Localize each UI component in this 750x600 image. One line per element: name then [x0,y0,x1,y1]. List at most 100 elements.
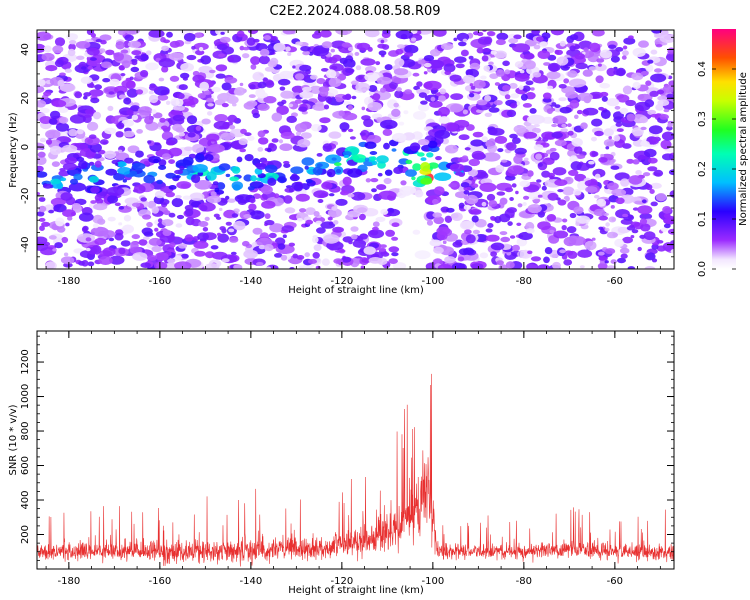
spectrogram-cell [470,263,484,269]
spectrogram-cell [155,252,169,261]
spectrogram-cell [283,160,290,165]
spectrogram-cell [405,169,417,177]
spectrogram-cell [341,256,352,263]
spectrogram-cell [41,52,55,62]
spectrogram-cell [460,182,470,188]
spectrogram-cell [451,212,463,221]
spectrogram-cell [367,229,385,239]
spectrogram-cell [285,46,291,52]
spectrogram-cell [519,69,525,74]
spectrogram-cell [620,178,630,187]
spectrogram-cell [192,70,200,77]
spectrogram-cell [255,262,264,266]
snr-y-tick-label: 1000 [20,384,31,409]
spectrogram-cell [227,114,238,123]
spectrogram-cell [395,87,402,92]
spectrogram-cell [52,248,57,252]
spectrogram-cell [571,137,583,147]
spectrogram-cell [667,122,673,128]
spectrogram-cell [661,42,668,46]
spectrogram-cell [315,220,322,225]
spectrogram-cell [132,162,146,170]
spectrogram-cell [640,71,649,76]
spectrogram-cell [365,178,371,183]
spectrogram-cell [543,256,550,264]
spectrogram-cell [599,82,611,89]
spectrogram-cell [578,40,593,50]
spectrogram-cell [650,113,658,118]
spectrogram-cell [429,100,443,108]
spectrogram-cell [279,143,293,151]
spectrogram-cell [109,255,125,265]
colorbar-tick-label: 0.2 [697,161,708,177]
spectrogram-cell [509,197,514,201]
spectrogram-cell [129,170,138,177]
spectrogram-cell [169,75,180,82]
spectrogram-cell [39,225,45,231]
spectrogram-cell [347,47,354,52]
spectrogram-cell [264,66,275,72]
spectrogram-cell [62,209,76,218]
spectrogram-cell [84,136,101,146]
spectrogram-cell [480,75,487,80]
spectrogram-cell [49,145,62,156]
spectrogram-cell [536,36,544,42]
spectrogram-cell [494,82,500,86]
spectrogram-cell [594,130,604,137]
spectrogram-cell [206,133,220,142]
spectrogram-cell [126,88,138,98]
spectrogram-cell [561,225,567,231]
spectrogram-cell [505,261,515,269]
spectrogram-cell [613,134,621,142]
spectrogram-cell [398,121,405,126]
spectrogram-cell [615,197,625,205]
spectrogram-cell [197,93,206,99]
spectrogram-cell [513,155,523,164]
spectrogram-cell [300,132,312,139]
spectrogram-cell [417,152,425,157]
spectrogram-cell [627,266,635,269]
spectrogram-cell [644,266,656,269]
spectrogram-cell [543,62,551,66]
spectrogram-cell [291,181,303,191]
spectrogram-cell [339,57,348,64]
spectrogram-cell [533,44,541,50]
spectrogram-cell [567,123,572,128]
spectrogram-cell [71,203,81,210]
spectrogram-cell [194,32,203,39]
spectrogram-cell [599,49,613,59]
spectrogram-cell [529,108,537,114]
spectrogram-cell [312,216,326,224]
spectrogram-cell [184,204,194,211]
spectrogram-cell [191,45,196,50]
snr-x-tick-label: -160 [148,576,171,587]
spectrogram-cell [216,43,228,51]
spectrogram-cell [257,103,270,111]
spectrogram-cell [168,212,176,218]
spectrogram-cell [341,42,351,48]
spectrogram-cell [265,266,271,269]
spectrogram-cell [50,178,61,185]
spectrogram-cell [323,234,340,244]
spectrogram-cell [554,139,567,147]
spectrogram-cell [297,138,311,148]
spectrogram-cell [162,39,171,44]
spectrogram-cell [335,30,353,35]
spectrogram-cell [215,64,228,72]
spectrogram-cell [518,231,533,241]
spectrogram-x-tick-label: -120 [330,276,353,287]
spectrogram-cell [257,130,266,138]
spectrogram-cell [302,50,311,56]
spectrogram-cell [666,93,674,99]
spectrogram-cell [660,139,672,150]
spectrogram-cell [121,119,134,127]
colorbar-label: Normalized spectral amplitude [738,72,749,226]
colorbar-tick-label: 0.1 [697,211,708,227]
spectrogram-cell [168,159,176,165]
spectrogram-cell [131,202,141,207]
spectrogram-cell [598,226,604,230]
spectrogram-cell [458,134,470,141]
spectrogram-cell [348,240,353,245]
spectrogram-cell [180,62,195,72]
spectrogram-cell [359,132,366,136]
